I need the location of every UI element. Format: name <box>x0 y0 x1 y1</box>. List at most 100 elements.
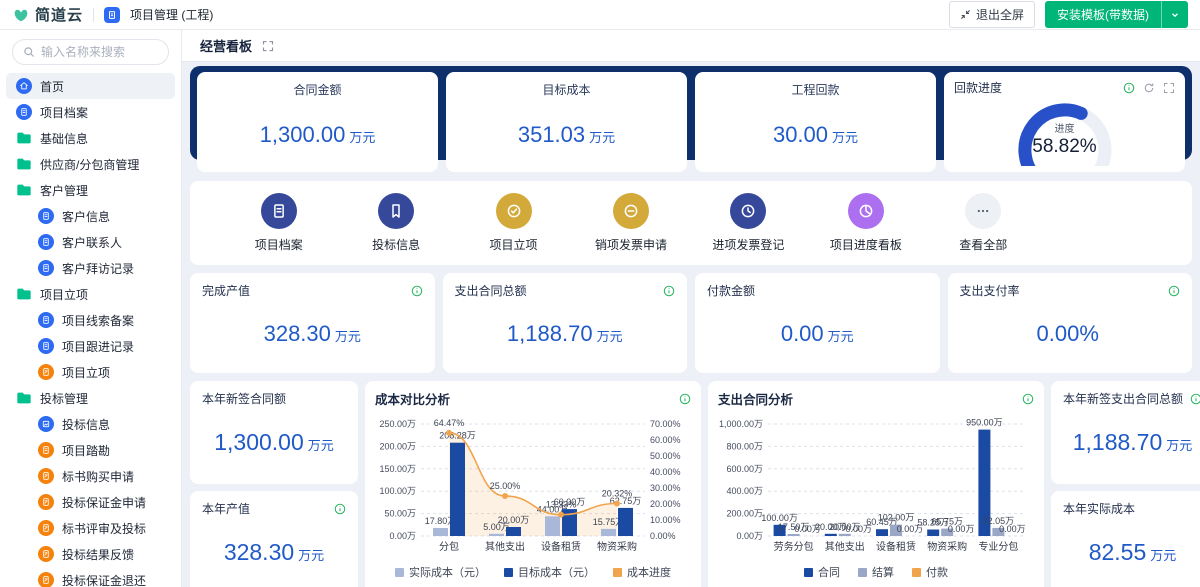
sidebar-item-0[interactable]: 首页 <box>6 73 175 99</box>
kpi-value: 0.00 <box>780 321 824 346</box>
sidebar-item-2[interactable]: 基础信息 <box>6 125 175 151</box>
svg-text:70.00%: 70.00% <box>650 419 681 429</box>
kpi-unit: 万元 <box>827 329 854 344</box>
svg-text:20.00%: 20.00% <box>650 499 681 509</box>
chart-legend: 合同 结算 付款 <box>718 564 1034 580</box>
kpi-value: 30.00 <box>772 122 829 147</box>
sidebar-item-11[interactable]: 项目立项 <box>6 359 175 385</box>
kpi-unit: 万元 <box>832 130 859 145</box>
svg-text:0.00万: 0.00万 <box>389 531 416 541</box>
quick-link-0[interactable]: 项目档案 <box>220 193 337 253</box>
sidebar-item-5[interactable]: 客户信息 <box>6 203 175 229</box>
kpi-title: 付款金额 <box>707 284 756 298</box>
quick-links-row: 项目档案 投标信息 项目立项 销项发票申请 进项发票登记 项目进度看板 查看全部 <box>190 181 1192 265</box>
quick-link-6[interactable]: 查看全部 <box>925 193 1042 253</box>
svg-text:72.05万: 72.05万 <box>983 516 1015 526</box>
legend-label: 成本进度 <box>627 567 671 579</box>
sidebar-item-label: 标书购买申请 <box>62 469 135 484</box>
svg-text:20.32%: 20.32% <box>602 488 633 498</box>
svg-text:100.00万: 100.00万 <box>761 513 798 523</box>
kpi-mid-row: 完成产值 328.30 万元 支出合同总额 1,188.70 万元 付款金额 0.0… <box>190 273 1192 373</box>
exit-fullscreen-button[interactable]: 退出全屏 <box>948 1 1035 28</box>
jiandaoyun-logo-icon <box>12 6 30 24</box>
search-input[interactable] <box>41 45 158 59</box>
legend-item[interactable]: 目标成本（元） <box>504 564 595 580</box>
quick-link-3[interactable]: 销项发票申请 <box>572 193 689 253</box>
kpi-title: 完成产值 <box>202 284 251 298</box>
install-template-dropdown[interactable] <box>1161 1 1188 28</box>
legend-item[interactable]: 结算 <box>858 564 894 580</box>
sidebar-item-7[interactable]: 客户拜访记录 <box>6 255 175 281</box>
receipt-progress-gauge: 进度 58.82% <box>1000 94 1130 166</box>
refresh-icon[interactable] <box>1143 82 1155 94</box>
info-icon[interactable] <box>679 393 691 405</box>
svg-text:0.00%: 0.00% <box>650 531 676 541</box>
info-icon[interactable] <box>334 503 346 515</box>
doc-icon <box>16 104 32 120</box>
sidebar-item-4[interactable]: 客户管理 <box>6 177 175 203</box>
sidebar-menu: 首页项目档案 基础信息 供应商/分包商管理 客户管理 客户信息客户联系人客户拜访记录 项目… <box>0 71 181 587</box>
info-icon[interactable] <box>1190 393 1200 405</box>
sidebar-item-12[interactable]: 投标管理 <box>6 385 175 411</box>
kpi-value: 328.30 <box>263 321 331 346</box>
quick-link-4[interactable]: 进项发票登记 <box>690 193 807 253</box>
kpi-card-receipt-progress: 回款进度 进度 58.82% <box>944 72 1185 172</box>
kpi-unit: 万元 <box>334 329 361 344</box>
legend-item[interactable]: 合同 <box>804 564 840 580</box>
quick-link-2[interactable]: 项目立项 <box>455 193 572 253</box>
fullscreen-icon[interactable] <box>1163 82 1175 94</box>
info-icon[interactable] <box>663 285 675 297</box>
install-template-button[interactable]: 安装模板(带数据) <box>1045 1 1161 28</box>
svg-text:30.00%: 30.00% <box>650 483 681 493</box>
sidebar-item-8[interactable]: 项目立项 <box>6 281 175 307</box>
legend-item[interactable]: 付款 <box>912 564 948 580</box>
install-template-split-button[interactable]: 安装模板(带数据) <box>1045 1 1188 28</box>
sidebar-item-19[interactable]: 投标保证金退还 <box>6 567 175 587</box>
sidebar-item-9[interactable]: 项目线索备案 <box>6 307 175 333</box>
info-icon[interactable] <box>1022 393 1034 405</box>
info-icon[interactable] <box>1168 285 1180 297</box>
home-icon <box>16 78 32 94</box>
kpi-card-new-contracts-this-year: 本年新签合同额 1,300.00 万元 <box>190 381 358 484</box>
svg-text:100.00万: 100.00万 <box>379 486 416 496</box>
sidebar-item-17[interactable]: 标书评审及投标 <box>6 515 175 541</box>
kpi-value: 82.55 <box>1088 539 1147 565</box>
sidebar-item-13[interactable]: 投标信息 <box>6 411 175 437</box>
sidebar-item-label: 投标信息 <box>62 417 111 432</box>
sidebar-item-3[interactable]: 供应商/分包商管理 <box>6 151 175 177</box>
legend-item[interactable]: 成本进度 <box>613 564 671 580</box>
kpi-unit: 万元 <box>298 548 325 563</box>
kpi-card-expense-pay-rate: 支出支付率 0.00% <box>947 273 1192 373</box>
info-icon[interactable] <box>1123 82 1135 94</box>
svg-text:设备租赁: 设备租赁 <box>876 540 916 553</box>
svg-text:专业分包: 专业分包 <box>978 540 1018 553</box>
sidebar-item-18[interactable]: 投标结果反馈 <box>6 541 175 567</box>
sidebar-item-label: 投标保证金退还 <box>62 573 147 587</box>
topbar: 简道云 项目管理 (工程) 退出全屏 安装模板(带数据) <box>0 0 1200 30</box>
quick-link-1[interactable]: 投标信息 <box>337 193 454 253</box>
legend-item[interactable]: 实际成本（元） <box>395 564 486 580</box>
svg-text:分包: 分包 <box>439 540 459 553</box>
info-icon[interactable] <box>411 285 423 297</box>
legend-swatch <box>504 567 513 577</box>
gauge-value: 58.82% <box>1032 136 1097 157</box>
sidebar-item-label: 客户联系人 <box>62 235 123 250</box>
sidebar-item-14[interactable]: 项目踏勘 <box>6 437 175 463</box>
sidebar-item-15[interactable]: 标书购买申请 <box>6 463 175 489</box>
doc-icon <box>260 193 297 229</box>
sidebar-item-label: 首页 <box>40 79 65 94</box>
sidebar-item-6[interactable]: 客户联系人 <box>6 229 175 255</box>
app-logo[interactable]: 简道云 <box>12 4 83 25</box>
tab-dashboard[interactable]: 经营看板 <box>200 39 253 54</box>
kpi-value: 1,188.70 <box>506 321 593 346</box>
sidebar-search[interactable] <box>12 39 169 65</box>
logo-text: 简道云 <box>35 7 84 24</box>
quick-link-5[interactable]: 项目进度看板 <box>807 193 924 253</box>
kpi-band: 合同金额 1,300.00 万元 目标成本 351.03 万元 工程回款 30.00… <box>190 66 1192 172</box>
sidebar-item-1[interactable]: 项目档案 <box>6 99 175 125</box>
svg-text:0.00万: 0.00万 <box>794 524 821 534</box>
svg-text:物资采购: 物资采购 <box>597 540 637 553</box>
sidebar-item-16[interactable]: 投标保证金申请 <box>6 489 175 515</box>
sidebar-item-10[interactable]: 项目跟进记录 <box>6 333 175 359</box>
expand-dashboard-icon[interactable] <box>262 40 274 52</box>
